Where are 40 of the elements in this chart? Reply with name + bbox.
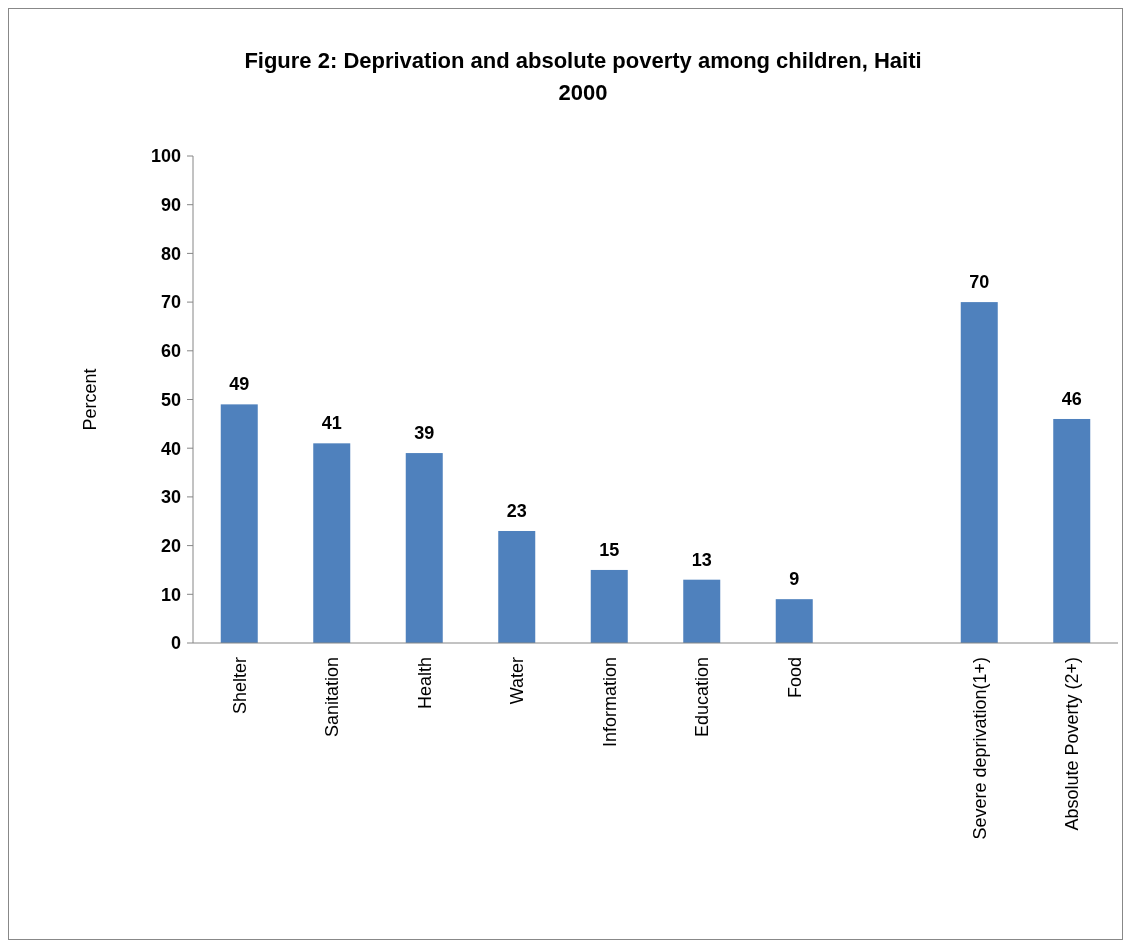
bar xyxy=(405,453,443,643)
x-tick-label: Education xyxy=(692,657,713,738)
x-tick-label: Water xyxy=(507,657,528,705)
y-tick-label: 90 xyxy=(160,195,181,215)
data-label: 23 xyxy=(506,500,527,521)
bar xyxy=(498,530,536,643)
data-label: 13 xyxy=(691,549,712,570)
y-tick-label: 50 xyxy=(160,389,181,410)
data-label: 41 xyxy=(321,413,342,434)
y-tick-label: 30 xyxy=(160,487,181,508)
y-tick-label: 60 xyxy=(160,341,181,362)
y-tick-label: 0 xyxy=(170,633,181,654)
data-label: 70 xyxy=(969,272,990,293)
x-tick-label: Shelter xyxy=(229,657,250,715)
y-tick-label: 70 xyxy=(160,292,181,313)
y-tick-label: 100 xyxy=(150,146,181,167)
bar xyxy=(683,579,721,643)
bar xyxy=(590,569,628,643)
y-tick-label: 10 xyxy=(160,584,181,605)
data-label: 46 xyxy=(1061,388,1082,409)
bar xyxy=(960,302,998,643)
bar xyxy=(313,443,351,643)
bar xyxy=(220,404,258,643)
data-label: 39 xyxy=(414,423,435,444)
bar xyxy=(1053,418,1091,643)
data-label: 49 xyxy=(229,374,250,395)
x-tick-label: Food xyxy=(784,657,805,699)
data-label: 9 xyxy=(789,569,800,590)
y-tick-label: 20 xyxy=(160,535,181,556)
bar xyxy=(775,599,813,643)
chart-title: Figure 2: Deprivation and absolute poverty among children, Haiti 2000 xyxy=(244,48,922,105)
x-tick-label: Sanitation xyxy=(322,657,343,738)
y-tick-label: 40 xyxy=(160,438,181,459)
x-tick-label: Information xyxy=(599,657,620,748)
x-tick-label: Absolute Poverty (2+) xyxy=(1062,657,1083,831)
x-tick-label: Health xyxy=(414,657,435,710)
x-tick-label: Severe deprivation(1+) xyxy=(969,657,990,840)
y-tick-label: 80 xyxy=(160,243,181,264)
y-axis-title: Percent xyxy=(80,368,100,431)
data-label: 15 xyxy=(599,539,620,560)
